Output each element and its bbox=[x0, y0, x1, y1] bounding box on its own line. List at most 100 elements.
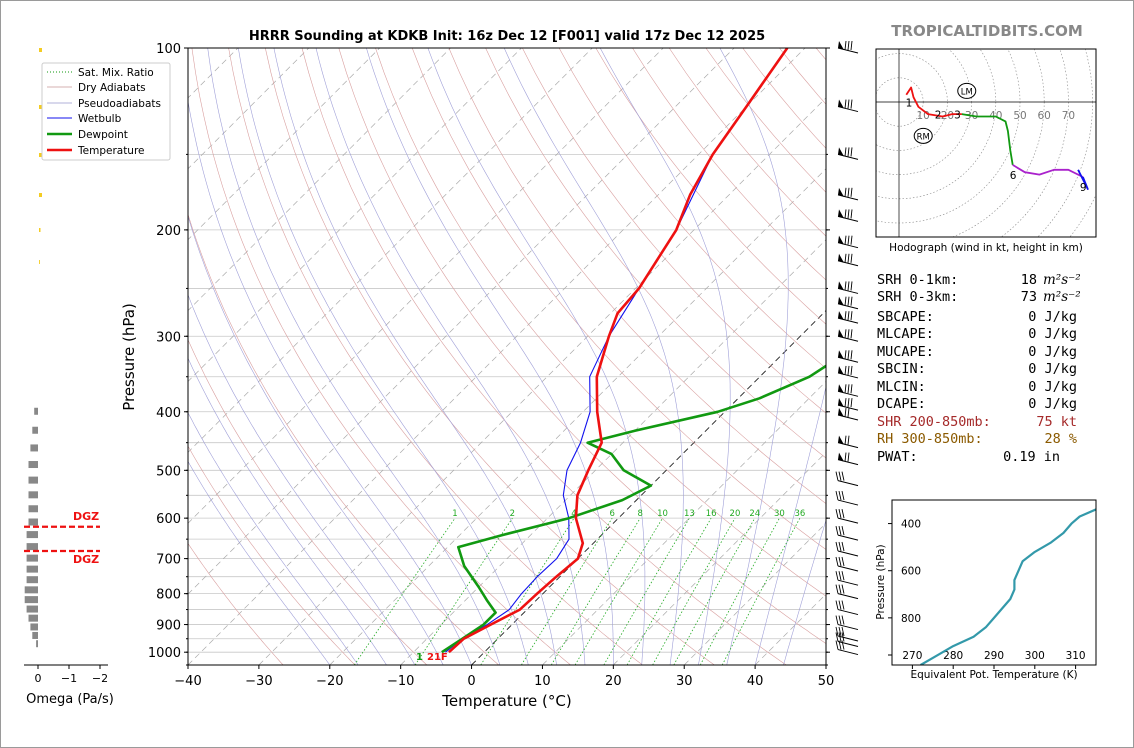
ytick-label: 500 bbox=[156, 464, 181, 479]
temperature-profile bbox=[448, 48, 789, 654]
stat-label: SRH 0-1km: bbox=[877, 272, 959, 288]
skewt-ylabel: Pressure (hPa) bbox=[120, 303, 138, 411]
hodograph-frame bbox=[875, 48, 1097, 238]
mixing-ratio-line bbox=[652, 517, 736, 665]
pseudoadiabat bbox=[273, 48, 557, 665]
stat-label: SBCAPE: bbox=[877, 309, 934, 325]
stat-value: 0 J/kg bbox=[1028, 396, 1077, 412]
skewt-profiles bbox=[441, 48, 826, 654]
mixing-ratio-line bbox=[521, 517, 613, 665]
mixing-ratio-line bbox=[699, 518, 780, 665]
stat-value: 28 % bbox=[1044, 431, 1077, 447]
hodograph-segment bbox=[1012, 164, 1084, 178]
mixing-ratio-label: 6 bbox=[609, 509, 614, 519]
stat-value: 73 bbox=[1020, 289, 1037, 305]
omega-bar bbox=[34, 407, 38, 415]
ytick-label: 900 bbox=[156, 619, 181, 634]
theta-xtick-label: 300 bbox=[1025, 650, 1045, 662]
omega-bar bbox=[26, 543, 38, 551]
rm-label: RM bbox=[917, 132, 930, 142]
mixing-ratio-label: 2 bbox=[510, 509, 515, 519]
dry-adiabat bbox=[595, 48, 826, 325]
omega-bar bbox=[26, 554, 38, 562]
legend-label-wetbulb: Wetbulb bbox=[78, 113, 122, 125]
isotherm-line bbox=[400, 239, 826, 665]
theta-e-panel: 270 280 290 300 310 400 600 800 bbox=[888, 508, 1096, 669]
wind-barb bbox=[837, 365, 859, 379]
mixing-ratio-label: 13 bbox=[684, 509, 695, 519]
legend-label-mixratio: Sat. Mix. Ratio bbox=[78, 67, 154, 79]
mixing-ratio-label: 36 bbox=[794, 509, 805, 519]
xtick-label: 0 bbox=[467, 674, 475, 689]
ytick-label: 200 bbox=[156, 224, 181, 239]
dry-adiabat bbox=[485, 48, 826, 459]
theta-xtick-label: 280 bbox=[943, 650, 963, 662]
pseudoadiabat bbox=[207, 48, 501, 665]
pseudoadiabat bbox=[315, 48, 586, 665]
dry-adiabat bbox=[779, 48, 826, 105]
pseudoadiabat bbox=[188, 294, 416, 665]
omega-positive-bar bbox=[39, 260, 40, 264]
omega-bar bbox=[30, 623, 38, 631]
pseudoadiabat bbox=[503, 48, 684, 665]
omega-positive-bar bbox=[39, 105, 43, 109]
isotherm-line bbox=[683, 522, 826, 665]
stat-value: 0 J/kg bbox=[1028, 309, 1077, 325]
xtick-label: −10 bbox=[387, 674, 414, 689]
wind-barb bbox=[835, 626, 859, 642]
stat-value: 0 J/kg bbox=[1028, 361, 1077, 377]
mixing-ratio-line bbox=[626, 517, 712, 665]
wind-barb bbox=[837, 329, 859, 342]
ytick-label: 1000 bbox=[148, 646, 181, 661]
legend-label-dry: Dry Adiabats bbox=[78, 82, 146, 94]
theta-xtick-label: 310 bbox=[1066, 650, 1086, 662]
pseudoadiabat bbox=[719, 48, 789, 665]
pseudoadiabat bbox=[188, 215, 444, 665]
theta-ytick-label: 600 bbox=[901, 566, 921, 578]
omega-positive-bar bbox=[39, 228, 41, 232]
omega-bar bbox=[26, 565, 38, 573]
hodograph-ring-label: 70 bbox=[1062, 110, 1075, 122]
pseudoadiabat bbox=[783, 519, 826, 665]
omega-panel: 0 −1 −2 bbox=[24, 48, 108, 685]
dry-adiabat bbox=[188, 542, 284, 665]
dry-adiabat bbox=[228, 48, 643, 665]
wind-barb bbox=[835, 525, 859, 541]
omega-bar bbox=[36, 640, 38, 648]
omega-positive-bar bbox=[39, 193, 42, 197]
mixing-ratio-line bbox=[721, 518, 801, 665]
stat-value: 75 kt bbox=[1036, 414, 1077, 430]
isotherm-line bbox=[0, 48, 25, 665]
isotherm-line bbox=[825, 664, 826, 665]
theta-xtick-label: 290 bbox=[984, 650, 1004, 662]
mixing-ratio-label: 1 bbox=[452, 509, 457, 519]
hodograph-height-marker: 3 bbox=[954, 110, 961, 122]
dry-adiabat bbox=[558, 48, 826, 369]
stat-label: MLCAPE: bbox=[877, 326, 934, 342]
xtick-label: 50 bbox=[818, 674, 835, 689]
skewt-axes-frame bbox=[187, 47, 827, 666]
omega-xtick-label: 0 bbox=[35, 672, 42, 685]
theta-e-xlabel: Equivalent Pot. Temperature (K) bbox=[910, 669, 1077, 681]
theta-e-ylabel: Pressure (hPa) bbox=[875, 544, 887, 619]
isotherm-line bbox=[329, 168, 826, 665]
wind-barb bbox=[837, 384, 859, 397]
ytick-label: 800 bbox=[156, 588, 181, 603]
xtick-label: −40 bbox=[174, 674, 201, 689]
dry-adiabat bbox=[448, 48, 826, 504]
wind-barb bbox=[835, 509, 859, 524]
hodograph-segment bbox=[905, 86, 962, 118]
dry-adiabat bbox=[338, 48, 826, 644]
stat-label: MUCAPE: bbox=[877, 344, 934, 360]
omega-bar bbox=[24, 586, 38, 594]
omega-positive-bar bbox=[39, 48, 42, 52]
theta-ytick-label: 800 bbox=[901, 613, 921, 625]
xtick-label: −20 bbox=[316, 674, 343, 689]
hodograph-ring-label: 50 bbox=[1013, 110, 1026, 122]
stat-label: SRH 0-3km: bbox=[877, 289, 959, 305]
stat-label: PWAT: bbox=[877, 449, 918, 465]
theta-e-line bbox=[920, 508, 1096, 665]
wind-barb bbox=[835, 584, 859, 600]
wind-barb bbox=[837, 187, 859, 201]
